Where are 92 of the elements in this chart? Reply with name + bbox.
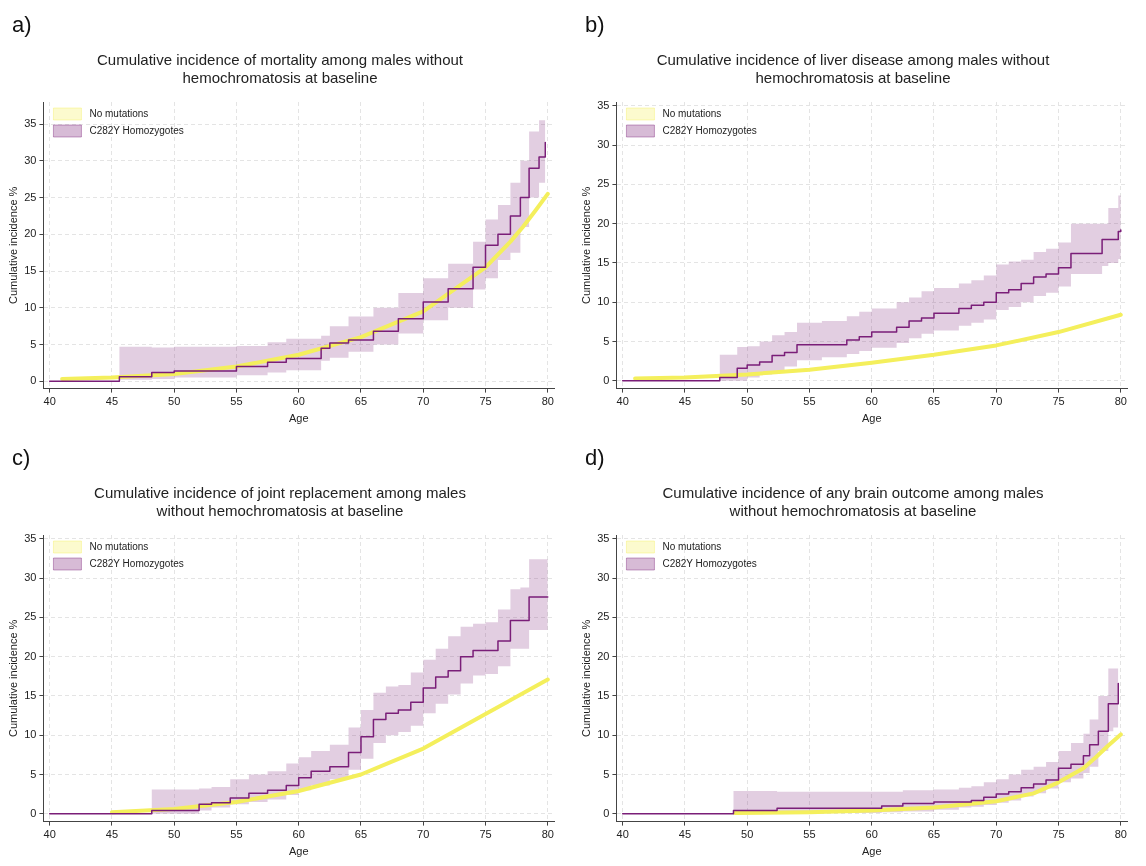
x-tick-label: 65 [927,395,941,408]
legend-label: C282Y Homozygotes [89,124,184,136]
y-axis-title: Cumulative incidence % [579,619,592,737]
y-tick-label: 5 [30,767,37,780]
y-tick-label: 10 [597,728,610,741]
x-tick-label: 65 [354,828,368,841]
chart-title: Cumulative incidence of joint replacement among males without hemochromatosis at baseline [94,484,466,520]
x-tick-label: 65 [927,828,941,841]
y-tick-label: 0 [603,806,610,819]
legend-label: No mutations [662,107,722,119]
y-tick-label: 15 [597,256,610,268]
x-tick-label: 40 [43,828,56,841]
legend-label: No mutations [662,540,722,552]
legend-label: No mutations [89,540,149,552]
text: b) [585,12,605,38]
x-tick-label: 45 [678,395,692,408]
chart-title: Cumulative incidence of any brain outcome among males without hemochromatosis at baseline [662,484,1044,520]
x-tick-label: 55 [803,395,816,408]
y-tick-label: 15 [597,689,610,701]
x-tick-label: 60 [865,395,878,408]
text: a) [12,12,32,38]
x-tick-label: 50 [741,828,754,841]
y-tick-label: 35 [24,531,37,544]
x-tick-label: 45 [105,395,119,408]
x-tick-label: 80 [1114,828,1127,841]
x-tick-label: 60 [865,828,878,841]
y-tick-label: 25 [597,610,610,623]
x-tick-label: 50 [168,828,181,841]
x-tick-label: 55 [230,395,243,408]
x-tick-label: 75 [479,828,492,841]
x-tick-label: 80 [541,395,554,408]
x-tick-label: 50 [741,395,754,408]
y-tick-label: 5 [30,337,37,350]
x-axis-title: Age [288,412,309,425]
x-tick-label: 75 [1052,828,1065,841]
legend-label: C282Y Homozygotes [662,124,757,136]
y-tick-label: 5 [603,334,610,347]
y-tick-label: 30 [597,138,610,151]
y-tick-label: 0 [30,374,37,387]
y-tick-label: 10 [597,295,610,308]
y-tick-label: 20 [597,649,610,662]
text: d) [585,445,605,471]
legend-label: C282Y Homozygotes [89,557,184,569]
x-tick-label: 60 [292,395,305,408]
y-tick-label: 20 [24,227,37,240]
x-tick-label: 70 [990,395,1003,408]
y-tick-label: 25 [597,177,610,190]
x-tick-label: 40 [616,828,629,841]
y-tick-label: 30 [24,571,37,584]
x-tick-label: 40 [616,395,629,408]
x-tick-label: 70 [417,828,430,841]
x-axis-title: Age [861,845,882,858]
x-tick-label: 80 [1114,395,1127,408]
y-tick-label: 20 [24,649,37,662]
y-tick-label: 35 [597,531,610,544]
y-tick-label: 0 [30,806,37,819]
x-tick-label: 70 [990,828,1003,841]
chart-title: Cumulative incidence of mortality among males without hemochromatosis at baseline [97,51,464,87]
y-axis-title: Cumulative incidence % [6,619,19,737]
text: c) [12,445,31,471]
x-axis-title: Age [861,412,882,425]
x-tick-label: 45 [678,828,692,841]
legend-label: No mutations [89,107,149,119]
y-tick-label: 35 [24,117,37,130]
x-tick-label: 65 [354,395,368,408]
y-tick-label: 0 [603,373,610,386]
x-tick-label: 60 [292,828,305,841]
y-tick-label: 25 [24,610,37,623]
y-tick-label: 5 [603,767,610,780]
y-axis-title: Cumulative incidence % [579,186,592,304]
y-tick-label: 30 [597,571,610,584]
x-tick-label: 55 [230,828,243,841]
legend-label: C282Y Homozygotes [662,557,757,569]
x-tick-label: 75 [1052,395,1065,408]
x-tick-label: 55 [803,828,816,841]
y-tick-label: 10 [24,728,37,741]
y-tick-label: 25 [24,190,37,203]
x-tick-label: 45 [105,828,119,841]
x-tick-label: 50 [168,395,181,408]
x-tick-label: 70 [417,395,430,408]
y-axis-title: Cumulative incidence % [6,186,19,304]
y-tick-label: 35 [597,98,610,111]
x-tick-label: 80 [541,828,554,841]
y-tick-label: 10 [24,300,37,313]
y-tick-label: 15 [24,264,37,277]
y-tick-label: 15 [24,689,37,701]
x-tick-label: 40 [43,395,56,408]
y-tick-label: 20 [597,216,610,229]
x-axis-title: Age [288,845,309,858]
x-tick-label: 75 [479,395,492,408]
chart-title: Cumulative incidence of liver disease among males without hemochromatosis at baseline [656,51,1051,87]
y-tick-label: 30 [24,153,37,166]
